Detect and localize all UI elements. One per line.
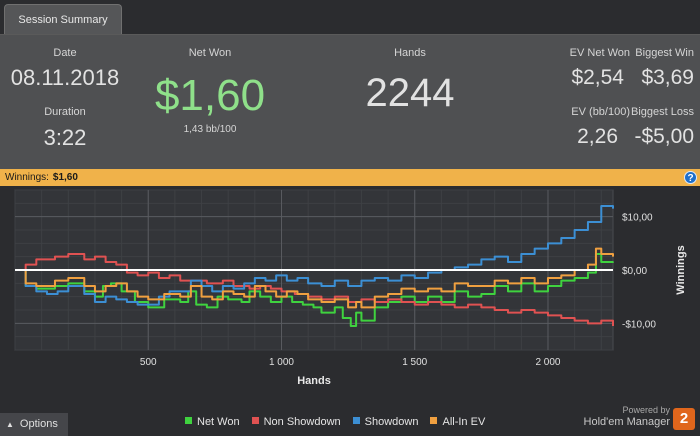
x-tick-label: 2 000 (535, 357, 560, 368)
series-showdown-line (15, 205, 614, 306)
net-won-label: Net Won (188, 47, 232, 59)
winnings-label: Winnings: (5, 172, 49, 183)
tab-session-summary[interactable]: Session Summary (4, 4, 122, 34)
winnings-value: $1,60 (52, 172, 78, 183)
legend-item[interactable]: Showdown (352, 416, 419, 428)
series-lines (15, 205, 614, 327)
brand-name: Hold'em Manager (583, 416, 670, 428)
powered-by-branding: Powered by Hold'em Manager (584, 404, 670, 428)
series-all-in-ev-line (15, 247, 614, 309)
winnings-chart-area: 500 1 000 1 500 2 000 $10,00 $0,00 -$10,00 Ha… (0, 186, 700, 436)
legend-label: Net Won (197, 416, 240, 428)
winnings-bar: Winnings: $1,60 ? (0, 169, 700, 186)
powered-by-text: Powered by (622, 405, 670, 415)
legend-item[interactable]: Non Showdown (251, 416, 341, 428)
ev-bb-per-100-value: 2,26 (577, 125, 618, 148)
legend-swatch (430, 417, 438, 424)
tab-bar: Session Summary (0, 0, 700, 35)
winnings-chart: 500 1 000 1 500 2 000 $10,00 $0,00 -$10,00 Ha… (14, 189, 687, 387)
y-tick-label: -$10,00 (622, 319, 656, 330)
biggest-loss-value: -$5,00 (634, 125, 694, 148)
biggest-win-value: $3,69 (641, 66, 694, 89)
legend-item[interactable]: All-In EV (430, 416, 485, 428)
date-label: Date (53, 47, 77, 59)
hands-label: Hands (394, 47, 426, 59)
legend-swatch (251, 417, 259, 424)
x-tick-labels: 500 1 000 1 500 2 000 (140, 357, 561, 368)
legend-item[interactable]: Net Won (185, 416, 240, 428)
net-won-bb-per-100: 1,43 bb/100 (183, 124, 237, 135)
legend-swatch (352, 417, 360, 424)
biggest-win-label: Biggest Win (635, 47, 694, 59)
x-axis-label: Hands (297, 375, 331, 387)
ev-bb-per-100-label: EV (bb/100) (571, 106, 630, 118)
y-tick-label: $0,00 (622, 266, 647, 277)
legend-swatch (185, 417, 192, 424)
options-button[interactable]: ▲ Options (0, 413, 68, 436)
ev-net-won-label: EV Net Won (569, 47, 630, 59)
series-net-won-line (15, 253, 614, 327)
legend-label: Non Showdown (263, 416, 341, 428)
ev-net-won-value: $2,54 (571, 66, 624, 89)
y-tick-labels: $10,00 $0,00 -$10,00 (622, 213, 656, 331)
x-tick-label: 1 000 (269, 357, 294, 368)
session-summary-panel: Date 08.11.2018 Duration 3:22 Net Won $1… (0, 35, 700, 169)
x-tick-label: 1 500 (402, 357, 427, 368)
biggest-loss-label: Biggest Loss (631, 106, 694, 118)
y-tick-label: $10,00 (622, 213, 653, 224)
legend-label: All-In EV (442, 416, 486, 428)
chart-legend: Net Won Non Showdown Showdown All-In EV (185, 416, 497, 428)
expand-up-icon: ▲ (6, 420, 14, 429)
legend-label: Showdown (364, 416, 419, 428)
duration-label: Duration (44, 106, 86, 118)
date-value: 08.11.2018 (10, 65, 120, 90)
options-label: Options (19, 418, 58, 430)
duration-value: 3:22 (43, 125, 87, 150)
x-tick-label: 500 (140, 357, 157, 368)
hands-value: 2244 (365, 71, 455, 115)
net-won-value: $1,60 (154, 71, 266, 120)
holdem-manager-logo-icon: 2 (673, 408, 695, 430)
y-axis-label: Winnings (675, 245, 687, 294)
help-icon[interactable]: ? (684, 171, 697, 184)
